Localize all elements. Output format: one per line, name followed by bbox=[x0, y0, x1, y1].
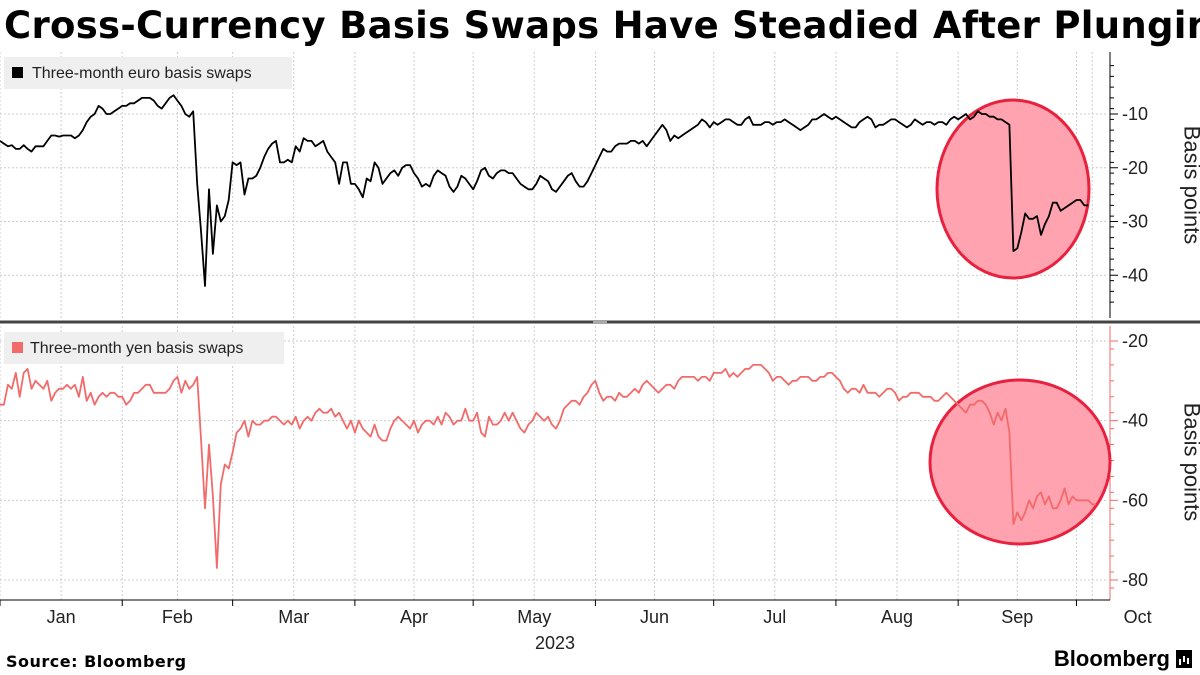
y-axis-title: Basis points bbox=[1180, 126, 1200, 245]
y-axis-title: Basis points bbox=[1180, 403, 1200, 522]
y-tick-label: -60 bbox=[1122, 490, 1148, 510]
highlight-circle bbox=[928, 378, 1112, 546]
x-tick-label: Aug bbox=[881, 607, 913, 627]
legend-label: Three-month euro basis swaps bbox=[32, 65, 252, 82]
series-line bbox=[0, 94, 1089, 287]
x-year-label: 2023 bbox=[535, 633, 575, 653]
series-line bbox=[0, 364, 1097, 569]
x-tick-label: Apr bbox=[400, 607, 428, 627]
chart-title: Cross-Currency Basis Swaps Have Steadied… bbox=[4, 4, 1200, 47]
bloomberg-logo: Bloomberg bbox=[1054, 646, 1192, 672]
y-tick-label: -80 bbox=[1122, 570, 1148, 590]
y-tick-label: -30 bbox=[1122, 212, 1148, 232]
y-tick-label: -10 bbox=[1122, 104, 1148, 124]
highlight-circle bbox=[935, 98, 1091, 280]
x-tick-label: Jan bbox=[47, 607, 76, 627]
brand-name: Bloomberg bbox=[1053, 646, 1170, 671]
bar-chart-icon bbox=[1176, 650, 1192, 668]
legend-label: Three-month yen basis swaps bbox=[30, 340, 243, 357]
x-axis: Jan Feb Mar Apr May Jun Jul Aug Sep Oct 2023 bbox=[0, 599, 1152, 653]
y-tick-label: -40 bbox=[1122, 411, 1148, 431]
y-tick-label: -20 bbox=[1122, 331, 1148, 351]
x-tick-label: Sep bbox=[1001, 607, 1033, 627]
source-note: Source: Bloomberg bbox=[6, 652, 187, 671]
yen-panel: -20 -40 -60 -80 Three-month yen basis swaps B… bbox=[0, 326, 1200, 600]
x-tick-label: Feb bbox=[162, 607, 193, 627]
x-tick-label: Jul bbox=[763, 607, 786, 627]
y-tick-label: -20 bbox=[1122, 158, 1148, 178]
x-tick-label: Mar bbox=[278, 607, 309, 627]
legend-swatch bbox=[12, 342, 23, 353]
euro-panel: -10 -20 -30 -40 Three-month euro basis swaps… bbox=[0, 52, 1200, 318]
legend-swatch bbox=[12, 67, 23, 78]
legend bbox=[4, 332, 284, 364]
panel-resize-handle[interactable] bbox=[593, 321, 607, 324]
x-tick-label: Jun bbox=[640, 607, 669, 627]
x-tick-label: Oct bbox=[1124, 607, 1152, 627]
x-tick-label: May bbox=[517, 607, 551, 627]
y-tick-label: -40 bbox=[1122, 265, 1148, 285]
legend bbox=[4, 57, 292, 89]
